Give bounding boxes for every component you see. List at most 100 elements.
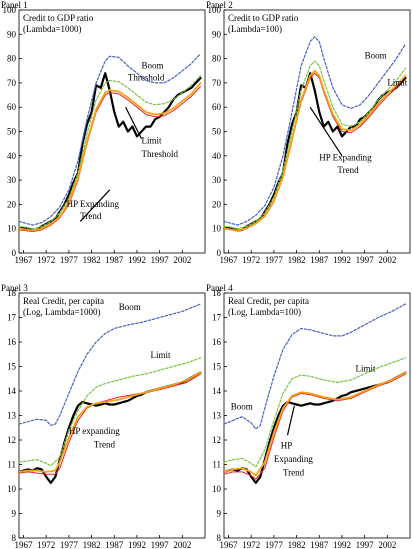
y-tick-label: 100	[3, 5, 17, 15]
y-tick-label: 8	[217, 533, 222, 543]
x-tick-label: 2002	[173, 540, 191, 549]
y-tick-label: 14	[212, 386, 222, 396]
x-tick-label: 1997	[151, 255, 170, 265]
panel-2: 0 10 20 30 40 50 60 70 80 90 100 1967 1972 1977 1982 19…	[206, 0, 411, 265]
series-line-4	[223, 373, 406, 480]
y-tick-label: 9	[217, 509, 222, 519]
series-line-4	[18, 373, 201, 475]
y-tick-label: 0	[12, 248, 17, 258]
y-tick-label: 90	[212, 29, 222, 39]
x-tick-label: 1982	[83, 540, 101, 549]
series-line-3	[18, 75, 202, 230]
y-tick-label: 18	[7, 288, 17, 298]
x-tick-label: 1992	[333, 540, 351, 549]
x-tick-label: 2002	[378, 255, 396, 265]
series-line-5	[18, 371, 202, 473]
annotation: Boom	[365, 51, 387, 61]
x-tick-label: 1977	[60, 255, 79, 265]
y-tick-label: 100	[208, 5, 222, 15]
series-line-5	[223, 69, 407, 232]
x-tick-label: 1967	[220, 255, 239, 265]
x-tick-label: 1967	[220, 540, 239, 549]
y-tick-label: 8	[12, 533, 17, 543]
annotation: Boom	[231, 401, 253, 411]
annotation: Trend	[283, 468, 305, 478]
x-tick-label: 1972	[242, 540, 260, 549]
annotation: Threshold	[128, 72, 165, 82]
y-tick-label: 13	[7, 411, 17, 421]
y-tick-label: 12	[7, 435, 16, 445]
annotation: Threshold	[141, 149, 178, 159]
panel-3: 8 9 10 11 12 13 14 15 16 17 18 1967 1972 1977 1982 1987…	[1, 283, 206, 549]
x-tick-label: 1977	[60, 540, 79, 549]
x-tick-label: 1982	[83, 255, 101, 265]
series-line-4	[223, 72, 406, 232]
annotation-pointer	[286, 405, 295, 436]
x-tick-label: 1987	[310, 255, 329, 265]
annotation: Trend	[80, 211, 102, 221]
x-tick-label: 1982	[288, 540, 306, 549]
y-tick-label: 60	[212, 102, 222, 112]
x-tick-label: 1997	[356, 540, 375, 549]
plot-frame	[223, 292, 411, 539]
y-tick-label: 30	[7, 175, 17, 185]
y-tick-label: 10	[212, 484, 222, 494]
x-tick-label: 2002	[173, 255, 191, 265]
y-tick-label: 80	[212, 54, 222, 64]
panel-label: Panel 4	[206, 283, 233, 293]
annotation: HP Expanding	[67, 199, 120, 209]
y-tick-label: 10	[7, 484, 17, 494]
series-line-3	[18, 357, 202, 467]
y-tick-label: 50	[7, 127, 17, 137]
y-tick-label: 15	[212, 362, 222, 372]
x-tick-label: 1977	[265, 540, 284, 549]
panel-label: Panel 1	[1, 0, 28, 10]
y-tick-label: 10	[7, 224, 17, 234]
x-tick-label: 1987	[310, 540, 329, 549]
series-line-5	[18, 82, 202, 232]
panel-subtitle: (Lambda=100)	[228, 24, 282, 34]
series-line-4	[18, 86, 201, 233]
series-line-1	[222, 371, 407, 484]
annotation: Boom	[119, 302, 141, 312]
annotation: HP expanding	[69, 426, 120, 436]
x-tick-label: 1992	[128, 255, 146, 265]
annotation: Limit	[356, 363, 376, 373]
y-tick-label: 13	[212, 411, 222, 421]
panel-label: Panel 3	[1, 283, 28, 293]
y-tick-label: 20	[212, 199, 222, 209]
plot-frame	[223, 9, 411, 254]
y-tick-label: 16	[212, 337, 222, 347]
panel-title: Real Credit, per capita	[23, 296, 104, 306]
y-tick-label: 12	[212, 435, 221, 445]
y-tick-label: 17	[7, 313, 17, 323]
y-tick-label: 11	[212, 460, 221, 470]
y-tick-label: 17	[212, 313, 222, 323]
y-tick-label: 50	[212, 127, 222, 137]
x-tick-label: 1967	[15, 540, 34, 549]
annotation: HP Expanding	[319, 153, 372, 163]
x-tick-label: 1972	[37, 540, 55, 549]
x-tick-label: 2002	[378, 540, 396, 549]
y-tick-label: 40	[7, 151, 17, 161]
x-tick-label: 1992	[333, 255, 351, 265]
series-line-2	[223, 36, 407, 226]
panel-subtitle: (Log, Lambda=100)	[228, 307, 301, 317]
x-tick-label: 1997	[356, 255, 375, 265]
annotation: HP	[281, 441, 293, 451]
annotation: Limit	[387, 77, 407, 87]
y-tick-label: 40	[212, 151, 222, 161]
panel-subtitle: (Log, Lambda=1000)	[23, 307, 101, 317]
x-tick-label: 1997	[151, 540, 170, 549]
annotation: Trend	[94, 439, 116, 449]
x-tick-label: 1972	[242, 255, 260, 265]
y-tick-label: 30	[212, 175, 222, 185]
series-line-3	[223, 357, 407, 468]
y-tick-label: 11	[7, 460, 16, 470]
x-tick-label: 1977	[265, 255, 284, 265]
y-tick-label: 70	[212, 78, 222, 88]
annotation: Trend	[337, 165, 359, 175]
annotation-pointer	[309, 106, 343, 157]
series-line-3	[223, 60, 407, 230]
